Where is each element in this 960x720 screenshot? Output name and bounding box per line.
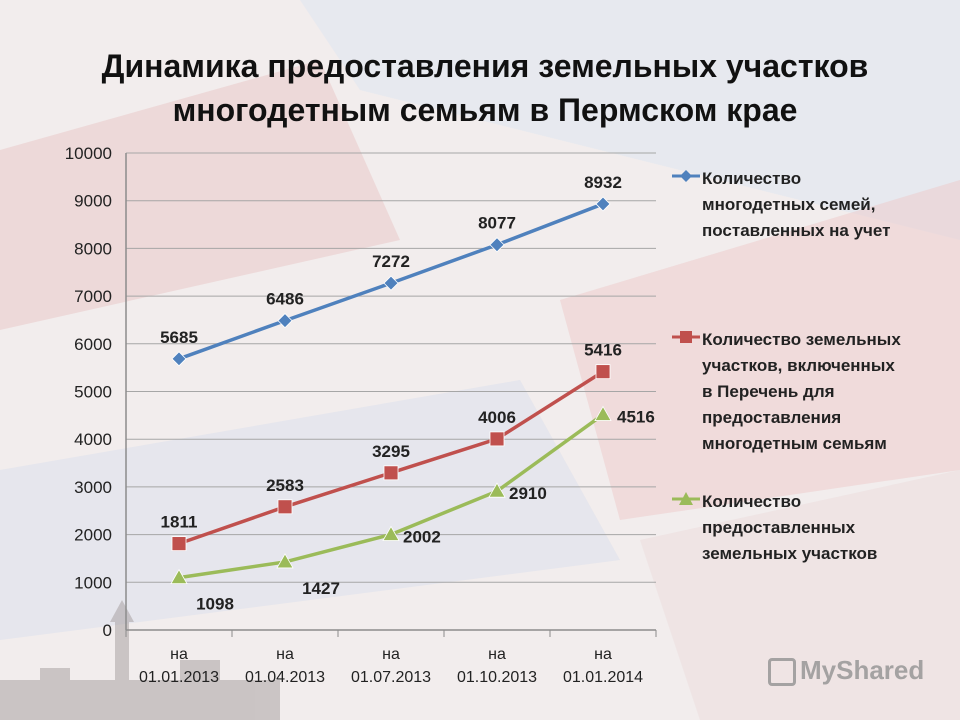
data-label: 2002 [403, 528, 441, 547]
data-point-diamond [595, 196, 611, 212]
data-label: 7272 [372, 252, 410, 271]
data-point-square [595, 364, 611, 380]
page-title: Динамика предоставления земельных участк… [40, 44, 930, 132]
data-label: 1098 [196, 595, 234, 614]
gridlines [126, 152, 656, 631]
data-point-triangle [594, 405, 612, 421]
y-tick-label: 1000 [74, 573, 112, 592]
data-label: 3295 [372, 442, 410, 461]
data-label: 2583 [266, 476, 304, 495]
x-tick-label: 01.07.2013 [351, 669, 431, 686]
legend-marker-diamond-icon [672, 170, 700, 182]
data-point-triangle [382, 525, 400, 541]
legend-marker-square-icon [672, 331, 700, 343]
data-label: 5416 [584, 341, 622, 360]
data-label: 4006 [478, 408, 516, 427]
y-tick-label: 6000 [74, 335, 112, 354]
y-tick-label: 7000 [74, 287, 112, 306]
data-point-triangle [276, 553, 294, 569]
title-line-2: многодетным семьям в Пермском крае [172, 92, 798, 128]
data-label: 8077 [478, 214, 516, 233]
data-label: 5685 [160, 328, 198, 347]
data-label: 1811 [161, 513, 198, 532]
data-label: 6486 [266, 290, 304, 309]
y-tick-label: 3000 [74, 478, 112, 497]
legend-label-plots-provided: Количество предоставленных земельных уча… [702, 492, 878, 563]
y-tick-label: 4000 [74, 430, 112, 449]
y-tick-label: 5000 [74, 383, 112, 402]
presentation-icon [768, 658, 796, 687]
data-point-square [171, 536, 187, 552]
data-labels: 5685 6486 7272 8077 8932 1811 2583 3295 4006 5416… [160, 173, 655, 614]
y-tick-label: 2000 [74, 526, 112, 545]
x-tick-label: 01.01.2014 [563, 669, 643, 686]
data-point-diamond [489, 237, 505, 253]
data-label: 2910 [509, 484, 547, 503]
x-tick-label: 01.04.2013 [245, 669, 325, 686]
data-point-diamond [277, 313, 293, 329]
data-point-square [383, 465, 399, 481]
data-label: 4516 [617, 408, 655, 427]
watermark-logo: MyShared [768, 655, 925, 687]
legend-label-families: Количество многодетных семей, поставленн… [702, 169, 891, 240]
watermark-text: MyShared [800, 655, 925, 685]
city-silhouette [0, 600, 280, 720]
data-point-triangle [488, 482, 506, 498]
legend-marker-triangle-icon [672, 492, 700, 505]
data-point-square [489, 431, 505, 447]
legend-label-plots-listed: Количество земельных участков, включенны… [702, 330, 901, 453]
x-tick-label: на [170, 646, 188, 663]
x-tick-label: на [382, 646, 400, 663]
data-point-triangle [170, 568, 188, 585]
axes: 0 1000 2000 3000 4000 5000 6000 7000 8000 9000 100… [65, 144, 657, 686]
x-tick-label: на [276, 646, 294, 663]
series-lines [170, 196, 612, 585]
data-label: 1427 [302, 579, 340, 598]
y-tick-label: 9000 [74, 192, 112, 211]
x-tick-label: на [594, 646, 612, 663]
y-tick-label: 8000 [74, 239, 112, 258]
data-point-square [277, 499, 293, 515]
data-label: 8932 [584, 173, 622, 192]
data-point-diamond [383, 275, 399, 291]
title-line-1: Динамика предоставления земельных участк… [101, 48, 869, 84]
x-tick-label: 01.10.2013 [457, 669, 537, 686]
x-tick-label: 01.01.2013 [139, 669, 219, 686]
y-tick-label: 10000 [65, 144, 112, 163]
x-tick-label: на [488, 646, 506, 663]
data-point-diamond [171, 351, 187, 367]
y-tick-label: 0 [103, 621, 112, 640]
